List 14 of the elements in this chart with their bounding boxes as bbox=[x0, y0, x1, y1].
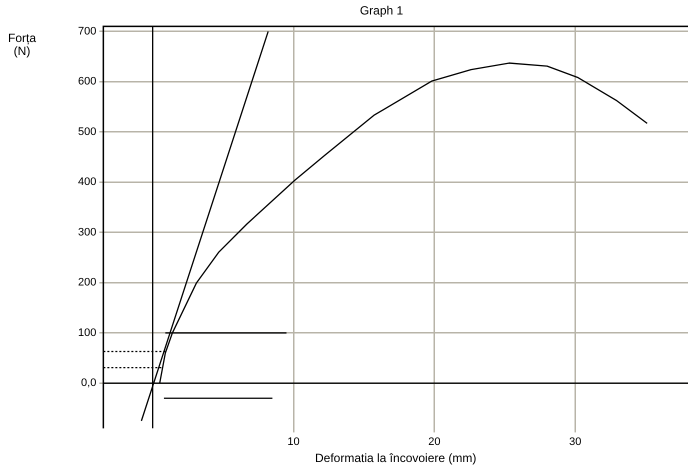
y-tick-label: 300 bbox=[78, 226, 96, 238]
y-tick-label: 200 bbox=[78, 276, 96, 289]
chart-title: Graph 1 bbox=[360, 4, 404, 18]
x-tick-label: 20 bbox=[428, 436, 441, 448]
y-tick-label: 400 bbox=[78, 176, 96, 188]
y-tick-label: 0,0 bbox=[81, 377, 96, 390]
y-tick-label: 600 bbox=[78, 76, 96, 88]
y-tick-label: 700 bbox=[78, 25, 96, 38]
y-axis-title: Forța (N) bbox=[8, 31, 36, 58]
x-tick-label: 30 bbox=[569, 436, 582, 448]
y-tick-label: 100 bbox=[78, 326, 96, 339]
y-tick-label: 500 bbox=[78, 126, 96, 138]
x-axis-title: Deformatia la încovoiere (mm) bbox=[314, 451, 476, 466]
x-tick-label: 10 bbox=[287, 436, 300, 448]
